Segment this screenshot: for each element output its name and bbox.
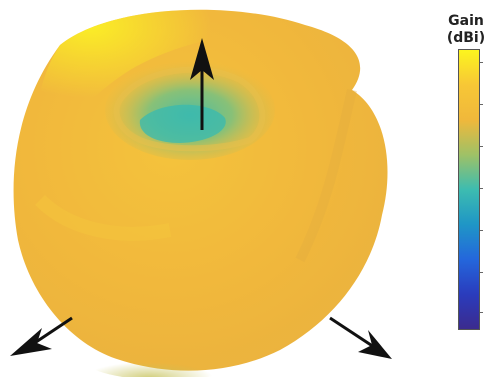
y-axis-arrow <box>329 316 375 349</box>
z-axis-arrow-head <box>190 38 214 80</box>
gain-peak-region <box>36 9 305 170</box>
colorbar-tick <box>480 188 483 189</box>
gain-surface-bottom-shade <box>85 340 245 377</box>
colorbar <box>458 49 480 330</box>
x-axis-arrow-head <box>10 328 52 356</box>
colorbar-tick <box>480 230 483 231</box>
colorbar-tick <box>480 312 483 313</box>
y-axis-arrow-head <box>358 330 392 359</box>
colorbar-title-line1: Gain <box>448 13 484 29</box>
colorbar-tick <box>480 104 483 105</box>
gain-null-core <box>139 104 226 143</box>
colorbar-title-line2: (dBi) <box>446 30 486 46</box>
colorbar-tick <box>480 62 483 63</box>
gain-surface-ridge <box>35 194 172 241</box>
gain-null-rim <box>113 66 266 152</box>
colorbar-tick <box>480 272 483 273</box>
colorbar-title: Gain (dBi) <box>446 13 486 47</box>
colorbar-tick <box>480 146 483 147</box>
gain-surface-ridge <box>295 88 357 263</box>
